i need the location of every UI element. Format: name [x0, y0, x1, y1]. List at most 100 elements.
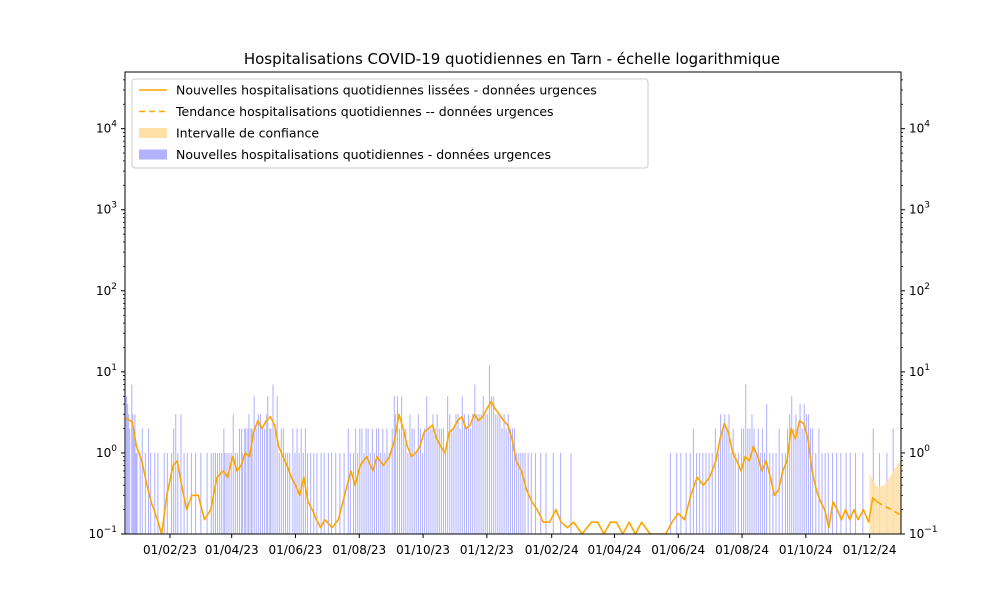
bar — [242, 452, 244, 534]
bar — [676, 452, 678, 534]
bar — [740, 428, 743, 534]
x-tick-label: 01/04/24 — [587, 543, 641, 557]
bar — [484, 414, 486, 534]
bar — [186, 452, 188, 534]
bar — [310, 452, 312, 534]
bar — [755, 452, 757, 534]
bar — [552, 452, 554, 534]
bar — [689, 452, 691, 534]
bar — [282, 428, 284, 534]
bar — [699, 452, 701, 534]
legend-label: Nouvelles hospitalisations quotidiennes … — [176, 147, 551, 162]
bar — [730, 452, 732, 534]
bar — [737, 452, 739, 534]
bar — [451, 428, 453, 534]
bar — [359, 428, 361, 534]
bar — [384, 452, 386, 534]
bar — [274, 428, 276, 534]
bar — [399, 428, 401, 534]
bar — [415, 452, 417, 534]
bar — [232, 414, 234, 534]
bar — [177, 452, 179, 534]
bar — [455, 414, 457, 534]
bar — [470, 428, 472, 534]
bar — [128, 414, 130, 534]
bar — [278, 452, 280, 534]
bar — [545, 452, 547, 534]
legend-label: Tendance hospitalisations quotidiennes -… — [175, 104, 554, 119]
x-axis: 01/02/23 01/04/23 01/06/23 01/08/23 01/10/23… — [143, 534, 897, 557]
lines-layer — [125, 400, 901, 534]
bar — [320, 452, 322, 534]
bar — [708, 452, 710, 534]
bar — [534, 452, 537, 534]
bar — [386, 428, 388, 534]
bar — [210, 452, 212, 534]
bar — [289, 452, 291, 534]
bar — [257, 414, 259, 534]
bar — [367, 428, 369, 534]
bar — [807, 414, 809, 534]
trend-line — [876, 501, 901, 516]
bar — [375, 428, 378, 534]
bar — [380, 452, 382, 534]
x-tick-label: 01/10/24 — [779, 543, 833, 557]
bar — [705, 452, 707, 534]
legend: Nouvelles hospitalisations quotidiennes … — [131, 78, 649, 169]
bar — [499, 414, 501, 534]
bar — [217, 452, 219, 534]
bar — [445, 452, 447, 534]
legend-entry: Nouvelles hospitalisations quotidiennes … — [139, 83, 597, 98]
bar — [426, 396, 428, 534]
bar — [507, 414, 509, 534]
bar — [763, 452, 766, 534]
bar — [195, 452, 197, 534]
bar — [247, 428, 249, 534]
x-tick-label: 01/02/24 — [525, 543, 579, 557]
bar — [154, 452, 156, 534]
bar — [226, 452, 228, 534]
legend-label: Intervalle de confiance — [176, 126, 319, 141]
bar — [234, 452, 236, 534]
bar — [849, 452, 851, 534]
bar — [520, 452, 522, 534]
bar — [524, 452, 526, 534]
bar — [728, 414, 730, 534]
x-tick-label: 01/08/24 — [715, 543, 769, 557]
bar — [323, 452, 325, 534]
bar — [432, 414, 434, 534]
bar — [335, 452, 337, 534]
bar — [304, 428, 306, 534]
bar — [724, 414, 726, 534]
bar — [434, 428, 436, 534]
confidence-band-layer — [869, 458, 901, 534]
bar — [134, 414, 136, 534]
bar — [787, 428, 789, 534]
bar — [447, 396, 449, 534]
bar — [409, 414, 411, 534]
bar — [717, 452, 720, 534]
bar — [419, 428, 421, 534]
bar — [516, 452, 518, 534]
x-tick-label: 01/02/23 — [143, 543, 197, 557]
bar — [302, 452, 304, 534]
bar — [493, 396, 495, 534]
bar — [255, 428, 257, 534]
bar — [482, 396, 484, 534]
bar — [803, 404, 805, 534]
bar — [127, 404, 129, 534]
bar — [313, 452, 315, 534]
bar — [148, 428, 150, 534]
bar — [463, 414, 465, 534]
bar — [141, 428, 143, 534]
bar — [824, 452, 826, 534]
bar — [440, 428, 442, 534]
bar — [818, 428, 820, 534]
bar — [781, 452, 783, 534]
bar — [357, 452, 359, 534]
bar — [442, 428, 444, 534]
bar — [430, 428, 432, 534]
bar — [453, 428, 455, 534]
bar — [296, 428, 298, 534]
bar — [685, 452, 687, 534]
